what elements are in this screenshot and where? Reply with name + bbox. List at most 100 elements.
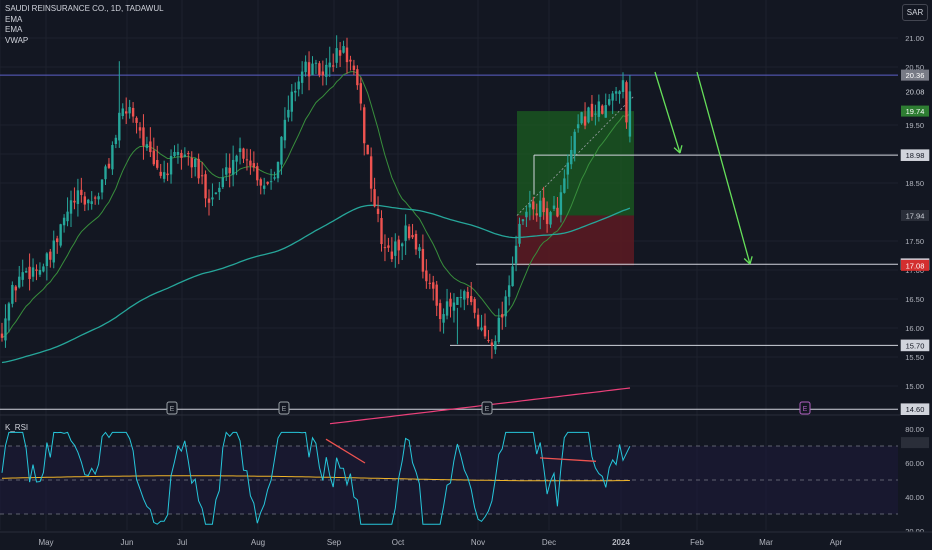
candle [404,214,407,255]
candle-body [269,181,273,183]
candle-body [31,267,35,277]
candle-body [162,172,166,179]
candle [118,61,121,148]
candle-body [480,327,483,330]
candle-body [414,233,418,250]
candle [435,280,438,317]
candle-body [556,207,559,217]
price-tag-value: 19.74 [906,107,925,116]
candle [394,233,397,268]
candle [332,53,335,72]
candle-body [511,266,514,287]
candle [328,46,331,77]
candle-body [390,251,394,260]
candle [87,198,90,211]
candle [507,275,511,306]
candle-body [69,200,73,214]
candle-body [487,339,490,341]
rsi-tick: 80.00 [905,425,924,434]
candle [194,158,197,177]
candle [608,94,611,107]
legend-ema-fast[interactable]: EMA [5,14,23,24]
price-tag-bg [901,85,929,97]
candle-body [35,269,38,271]
candle [11,281,14,308]
candle-body [394,241,397,256]
candle [21,259,24,287]
candle-body [93,197,97,199]
time-tick: May [38,538,53,547]
candle [487,330,490,343]
candle-body [62,217,66,226]
rsi-pane [0,431,898,525]
candle [314,59,318,74]
candle [235,154,238,176]
currency-button[interactable]: SAR [902,4,928,21]
candle-body [138,127,142,131]
price-tag-bg [901,69,929,81]
candle [356,65,359,90]
forecast-arrows [654,71,753,265]
candle-body [380,218,383,245]
candle-body [190,157,193,168]
candle [49,248,52,268]
candle [152,137,155,167]
candle [131,102,135,123]
candle [473,297,476,319]
candle-body [359,83,362,104]
candle-body [300,71,304,83]
candle-body [42,266,45,272]
candle-body [566,162,569,175]
candle-body [38,269,42,275]
candle-body [231,159,235,175]
ema-fast-line [1,71,631,339]
candle [418,243,421,259]
candle-body [256,166,259,181]
candle [38,262,42,277]
candle [497,308,500,344]
candle [383,234,387,262]
candle-body [594,113,597,115]
candle-body [121,108,124,117]
candle-body [87,199,90,204]
candle [442,308,445,334]
candle-body [535,213,538,216]
candle-body [183,154,187,157]
candle-body [387,245,390,248]
candle-body [314,62,318,64]
candle [597,94,601,122]
candle [66,197,69,227]
candle-body [473,299,476,313]
time-tick: Feb [690,538,704,547]
time-axis: May Jun Jul Aug Sep Oct Nov Dec 2024 Feb Mar Apr [0,531,932,550]
candle [121,103,124,120]
legend-vwap[interactable]: VWAP [5,35,29,45]
candle-body [211,197,214,200]
candle [456,296,459,345]
price-tag-bg [900,403,930,416]
candle [521,218,525,226]
candle [621,72,625,99]
candle [69,190,73,227]
candle-body [321,71,325,76]
rsi-divergence-1 [325,438,366,464]
rsi-legend-label[interactable]: K_RSI [5,423,29,432]
candle-body [532,201,535,210]
earnings-marker-box [799,401,811,415]
candles [0,35,632,359]
candle [363,104,366,156]
legend-ema-slow[interactable]: EMA [5,25,23,34]
time-tick: Oct [392,538,405,547]
candle [542,186,545,220]
candle-body [404,225,407,241]
candle-body [421,248,425,272]
arrow-to-18-98-head [673,147,681,154]
candle [566,154,569,189]
candle [580,111,583,125]
price-tag-bg [901,259,929,271]
candle-body [238,148,242,153]
candle [7,301,11,333]
candle-body [625,82,628,123]
